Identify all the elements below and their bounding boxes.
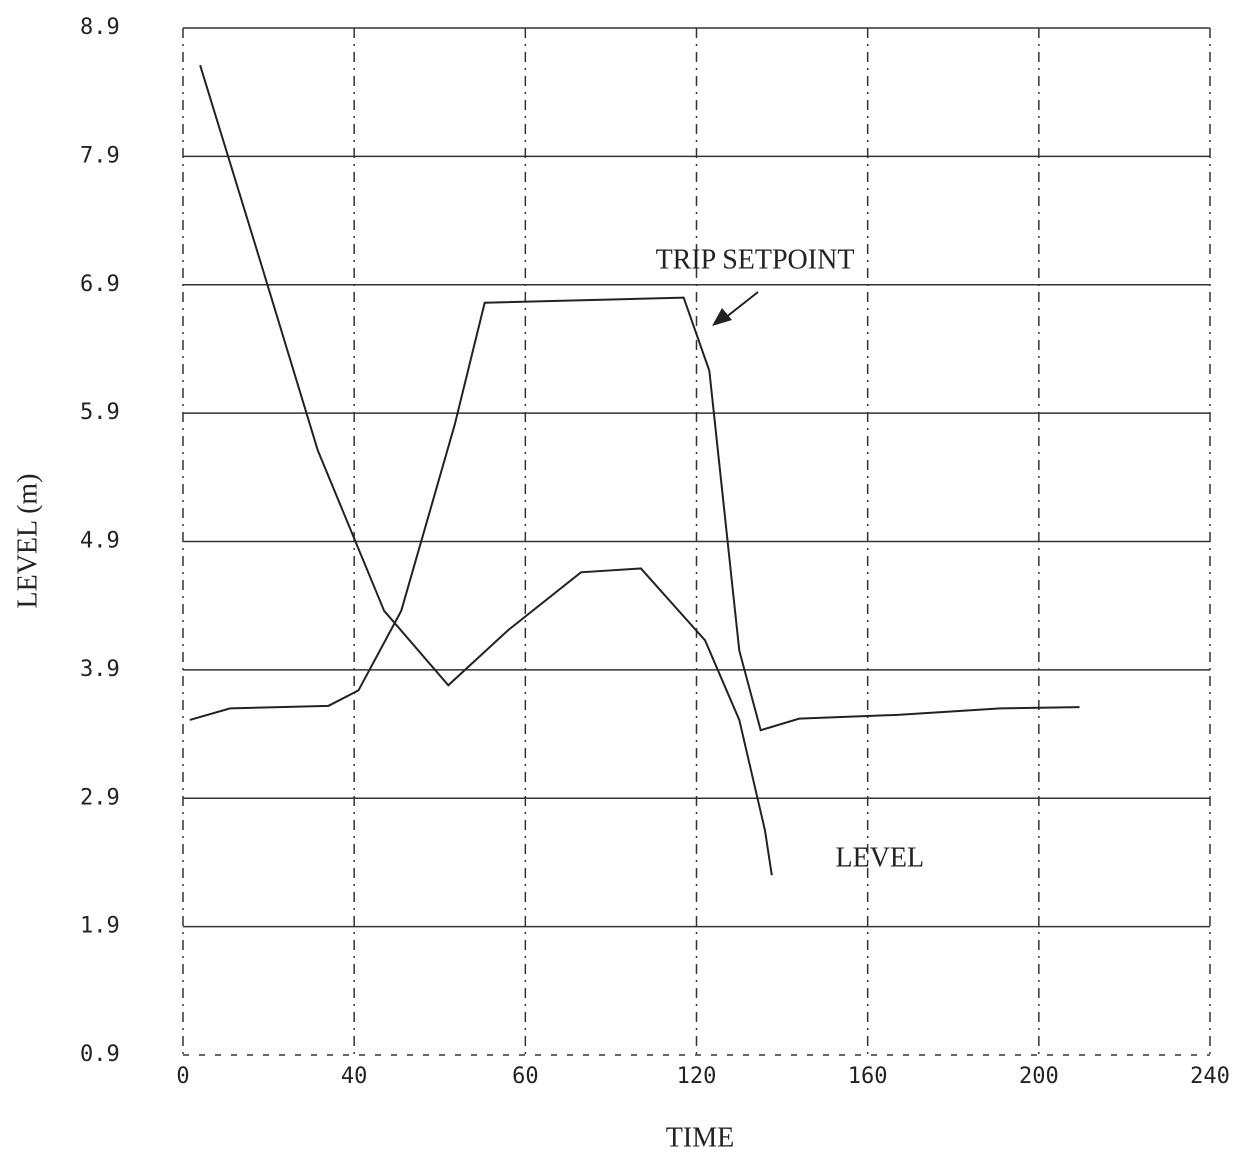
line: [199, 64, 773, 876]
arrow-head: [712, 308, 732, 326]
series-label: LEVEL: [835, 843, 924, 874]
arrow-shaft: [724, 291, 759, 319]
x-tick-label: 200: [1019, 1064, 1059, 1089]
line: [189, 296, 1080, 732]
y-tick-label: 8.9: [80, 15, 120, 40]
y-tick-label: 7.9: [80, 143, 120, 168]
x-tick-label: 120: [677, 1064, 717, 1089]
y-tick-label: 3.9: [80, 657, 120, 682]
x-tick-label: 240: [1190, 1064, 1230, 1089]
x-axis-label: TIME: [666, 1122, 734, 1153]
series-label: TRIP SETPOINT: [656, 244, 855, 275]
y-axis-label: LEVEL (m): [12, 473, 43, 608]
x-tick-label: 60: [512, 1064, 539, 1089]
y-tick-label: 4.9: [80, 529, 120, 554]
y-tick-label: 6.9: [80, 272, 120, 297]
x-tick-label: 40: [341, 1064, 368, 1089]
y-tick-label: 5.9: [80, 400, 120, 425]
y-tick-label: 1.9: [80, 914, 120, 939]
y-tick-label: 2.9: [80, 785, 120, 810]
x-tick-label: 160: [848, 1064, 888, 1089]
x-tick-label: 0: [176, 1064, 189, 1089]
y-tick-label: 0.9: [80, 1042, 120, 1067]
